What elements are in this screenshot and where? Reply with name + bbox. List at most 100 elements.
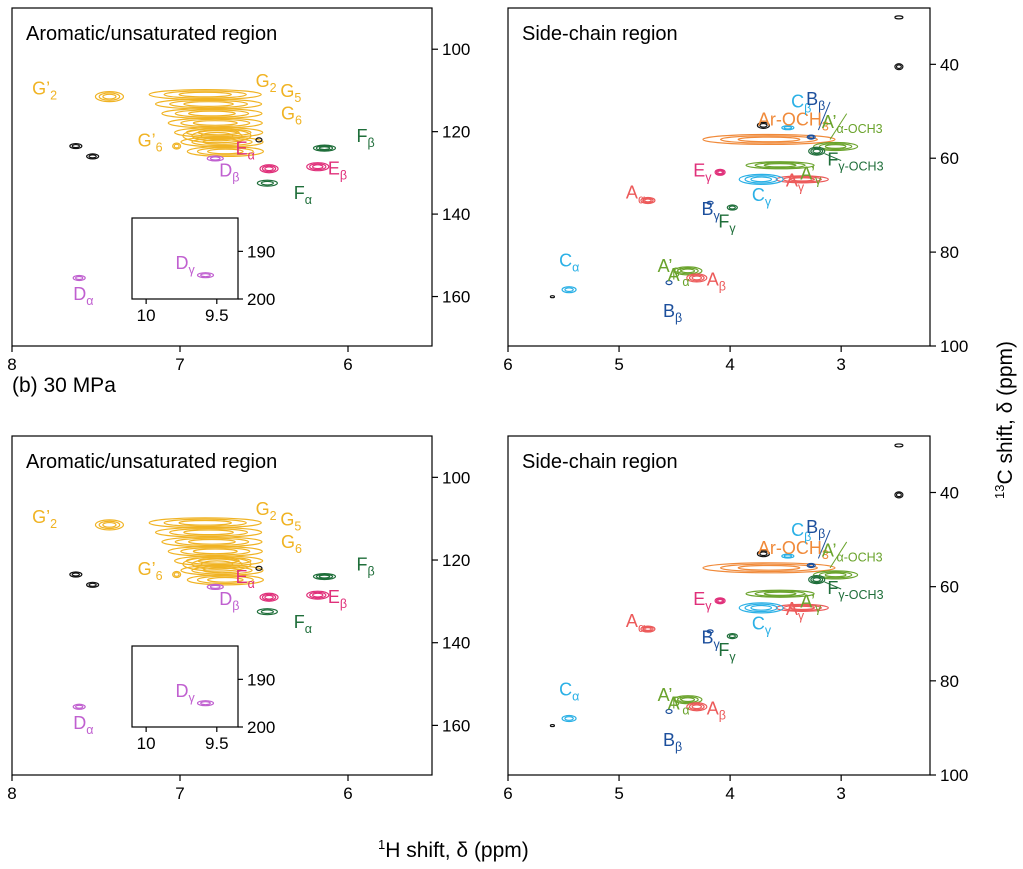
e-beta-contour bbox=[309, 163, 327, 171]
peak-label-main: C bbox=[791, 520, 804, 540]
peak-label-main: F bbox=[718, 640, 729, 660]
peak-label-sub: α bbox=[248, 149, 255, 163]
peak-label-main: D bbox=[219, 161, 232, 181]
peak-label-sub: 3 bbox=[822, 548, 829, 562]
e-gamma-contour bbox=[715, 597, 725, 604]
e-beta-contour bbox=[312, 164, 324, 170]
peak-label-main: B bbox=[663, 730, 675, 750]
f-beta-contour bbox=[312, 572, 337, 581]
peak-label-sub: 6 bbox=[156, 140, 163, 154]
black-contour bbox=[759, 122, 768, 128]
black-contour bbox=[549, 723, 556, 728]
peak-label-main: E bbox=[236, 567, 248, 587]
peak-label: G2 bbox=[256, 499, 277, 523]
contours bbox=[69, 517, 337, 710]
peak-label-main: E bbox=[693, 160, 705, 180]
peak-label-sub: β bbox=[675, 311, 682, 325]
peak-label: Eα bbox=[236, 139, 255, 163]
black-contour bbox=[894, 491, 904, 499]
inset-x-tick-label: 9.5 bbox=[205, 734, 229, 753]
d-gamma-contour bbox=[200, 273, 211, 278]
peak-label-sub: α bbox=[682, 704, 689, 718]
x-axis-title-main: H shift, δ (ppm) bbox=[385, 839, 529, 862]
y-tick-label: 80 bbox=[940, 672, 959, 691]
g-contour bbox=[174, 109, 250, 118]
peak-label-sub: 5 bbox=[294, 520, 301, 534]
a-beta-contour bbox=[688, 703, 705, 711]
c-alpha-contour bbox=[564, 287, 574, 293]
plot-frame bbox=[507, 7, 931, 347]
peak-label-sub: β bbox=[340, 169, 347, 183]
a-alpha-contour bbox=[644, 627, 652, 632]
x-tick-label: 3 bbox=[836, 784, 845, 803]
g6-prime-contour bbox=[173, 572, 180, 577]
peak-label: Fγ-OCH3 bbox=[827, 150, 883, 174]
f-gamma-contour bbox=[728, 634, 736, 639]
g-contour bbox=[186, 145, 264, 158]
f-beta-contour bbox=[315, 573, 334, 580]
peak-label: Cβ bbox=[791, 520, 811, 544]
x-tick-label: 5 bbox=[614, 784, 623, 803]
peak-label: Fβ bbox=[357, 126, 375, 150]
inset-y-tick-label: 200 bbox=[247, 290, 275, 309]
black-contour bbox=[255, 137, 263, 143]
ar-och3-contour bbox=[719, 135, 818, 144]
a-beta-contour bbox=[688, 274, 705, 282]
peak-label: Bγ bbox=[701, 627, 720, 651]
peak-label-main: G bbox=[280, 81, 294, 101]
a-gamma-contour bbox=[789, 605, 816, 611]
panels: 8 7 6 100 120 140 160 Aromatic/unsaturated regi… bbox=[7, 7, 968, 803]
peak-label: A’γ bbox=[800, 592, 822, 616]
e-alpha-contour bbox=[259, 592, 279, 602]
a-prime-och3-contour bbox=[818, 142, 853, 151]
x-tick-label: 6 bbox=[503, 784, 512, 803]
a-alpha-contour bbox=[644, 198, 652, 203]
b-beta-contour bbox=[808, 135, 815, 139]
peak-label: Eβ bbox=[328, 587, 347, 611]
y-tick-label: 100 bbox=[940, 337, 968, 356]
peak-label-sub: γ bbox=[713, 637, 720, 651]
peak-label-main: C bbox=[559, 251, 572, 271]
y-tick-label: 60 bbox=[940, 578, 959, 597]
peak-label: A’α-OCH3 bbox=[822, 112, 883, 136]
g-contour bbox=[207, 576, 244, 583]
peak-label: Bβ bbox=[663, 730, 682, 754]
c-gamma-contour bbox=[744, 175, 778, 184]
y-tick-label: 100 bbox=[940, 766, 968, 785]
peak-label-main: G’ bbox=[32, 79, 50, 99]
a-gamma-contour bbox=[789, 177, 816, 182]
peak-label-sub: α bbox=[305, 622, 312, 636]
peak-label-sub: β bbox=[804, 530, 811, 544]
peak-label: G’6 bbox=[138, 130, 163, 154]
g-contour bbox=[163, 518, 247, 528]
b-beta-contour bbox=[806, 134, 816, 140]
peak-label: Dα bbox=[73, 713, 93, 737]
peak-label-main: F bbox=[718, 212, 729, 232]
panel-label-b: (b) 30 MPa bbox=[12, 374, 116, 397]
peak-label-main: E bbox=[693, 589, 705, 609]
peak-label: A’γ bbox=[800, 163, 822, 187]
peak-label-sub: γ bbox=[815, 173, 822, 187]
x-tick-label: 6 bbox=[503, 355, 512, 374]
panel-title: Side-chain region bbox=[522, 23, 678, 45]
a-beta-contour bbox=[686, 702, 708, 712]
peak-label-sub: γ bbox=[765, 195, 772, 209]
e-alpha-contour bbox=[264, 166, 274, 172]
peak-label-sub: α bbox=[248, 577, 255, 591]
plot-frame bbox=[11, 435, 433, 776]
g-contour bbox=[200, 560, 234, 569]
d-gamma-contour bbox=[196, 700, 215, 707]
g-contour bbox=[187, 110, 236, 117]
peak-label-sub: 3 bbox=[822, 119, 829, 133]
peak-label-main: C bbox=[752, 185, 765, 205]
peak-label-main: G bbox=[256, 71, 270, 91]
peak-label-main: D bbox=[219, 589, 232, 609]
peak-label-sub: α bbox=[305, 193, 312, 207]
f-gamma-contour bbox=[728, 205, 736, 210]
black-contour bbox=[88, 154, 97, 159]
y-tick-label: 160 bbox=[442, 716, 470, 735]
peak-label-main: A bbox=[786, 599, 798, 619]
inset-frame bbox=[131, 645, 239, 728]
